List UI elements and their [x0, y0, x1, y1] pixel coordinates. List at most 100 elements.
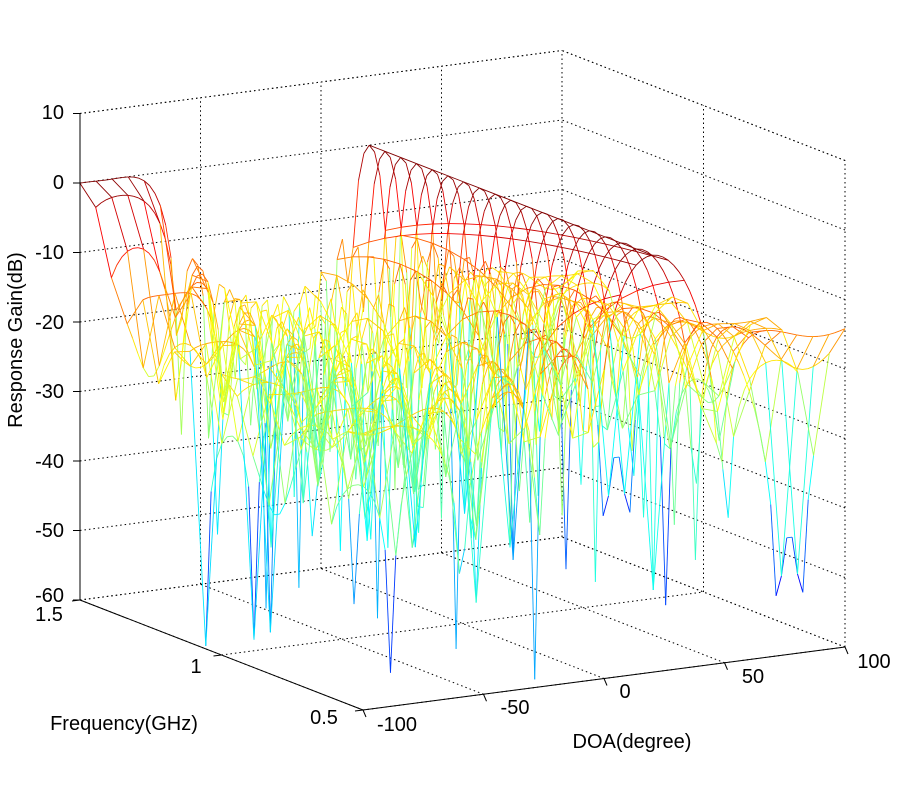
surface-segment	[588, 244, 595, 254]
surface-segment	[749, 330, 767, 364]
surface-segment	[780, 368, 798, 576]
surface-segment	[142, 299, 160, 384]
surface-segment	[473, 187, 480, 194]
y-tick-mark	[213, 654, 222, 657]
surface-segment	[312, 397, 319, 481]
surface-segment	[544, 293, 561, 300]
surface-segment	[202, 273, 209, 282]
surface-segment	[476, 429, 483, 526]
surface-segment	[192, 258, 209, 293]
surface-segment	[413, 345, 421, 365]
surface-segment	[661, 299, 667, 303]
surface-segment	[500, 314, 508, 455]
surface-segment	[206, 377, 213, 411]
surface-segment	[362, 256, 369, 308]
surface-segment	[592, 319, 609, 496]
surface-segment	[422, 439, 430, 508]
surface-segment	[535, 349, 542, 445]
surface-segment	[195, 366, 202, 369]
surface-segment	[244, 304, 251, 320]
surface-segment	[796, 334, 803, 337]
surface-segment	[338, 368, 345, 373]
axis-layer	[71, 113, 849, 718]
surface-segment	[526, 228, 543, 233]
surface-segment	[268, 394, 286, 506]
surface-segment	[396, 399, 413, 548]
surface-segment	[583, 253, 590, 267]
surface-segment	[609, 269, 616, 283]
surface-segment	[641, 256, 648, 261]
surface-segment	[576, 300, 593, 318]
surface-segment	[409, 270, 417, 281]
surface-segment	[475, 408, 493, 603]
surface-segment	[653, 325, 670, 345]
surface-segment	[271, 343, 289, 422]
surface-segment	[671, 302, 688, 323]
surface-segment	[604, 294, 621, 300]
surface-segment	[590, 295, 596, 300]
surface-segment	[272, 352, 289, 405]
surface-segment	[106, 197, 112, 201]
surface-segment	[400, 157, 417, 164]
surface-segment	[673, 382, 681, 525]
surface-segment	[127, 194, 134, 197]
surface-segment	[303, 331, 320, 337]
surface-segment	[480, 283, 498, 302]
surface-segment	[623, 306, 641, 337]
surface-segment	[398, 342, 415, 347]
surface-segment	[523, 273, 530, 278]
surface-segment	[159, 223, 177, 401]
surface-segment	[427, 407, 434, 409]
x-tick-mark	[603, 678, 608, 686]
surface-segment	[566, 274, 573, 276]
surface-segment	[339, 359, 345, 365]
surface-segment	[395, 415, 412, 556]
surface-segment	[580, 302, 587, 312]
surface-segment	[526, 229, 533, 259]
surface-segment	[619, 281, 626, 296]
surface-segment	[722, 334, 729, 343]
surface-segment	[662, 270, 670, 283]
surface-segment	[410, 182, 418, 226]
surface-segment	[545, 275, 551, 278]
surface-segment	[401, 390, 408, 403]
surface-segment	[111, 197, 128, 252]
surface-segment	[628, 427, 635, 476]
surface-segment	[603, 335, 610, 371]
surface-segment	[388, 333, 394, 337]
surface-segment	[356, 338, 363, 444]
surface-segment	[395, 432, 402, 450]
surface-segment	[558, 385, 576, 430]
surface-segment	[126, 299, 144, 325]
surface-segment	[358, 410, 365, 418]
surface-segment	[470, 518, 477, 540]
surface-segment	[394, 263, 401, 285]
surface-segment	[549, 294, 556, 304]
surface-segment	[498, 310, 506, 334]
surface-segment	[479, 315, 497, 354]
surface-segment	[255, 360, 272, 366]
surface-segment	[461, 364, 468, 403]
surface-segment	[568, 289, 576, 300]
surface-segment	[738, 326, 744, 330]
surface-segment	[694, 304, 701, 322]
surface-segment	[335, 331, 353, 407]
surface-segment	[384, 426, 390, 428]
surface-segment	[399, 333, 406, 369]
surface-segment	[148, 295, 154, 299]
surface-segment	[552, 218, 559, 222]
surface-segment	[528, 430, 535, 478]
surface-segment	[648, 353, 655, 388]
surface-segment	[206, 309, 224, 420]
surface-segment	[400, 227, 407, 388]
surface-segment	[242, 377, 249, 380]
surface-segment	[320, 301, 327, 429]
surface-segment	[341, 488, 348, 496]
surface-segment	[802, 335, 808, 337]
surface-segment	[445, 334, 452, 353]
surface-segment	[674, 360, 682, 387]
surface-segment	[339, 357, 346, 400]
surface-segment	[484, 274, 491, 418]
surface-segment	[748, 391, 756, 410]
surface-segment	[341, 239, 349, 284]
